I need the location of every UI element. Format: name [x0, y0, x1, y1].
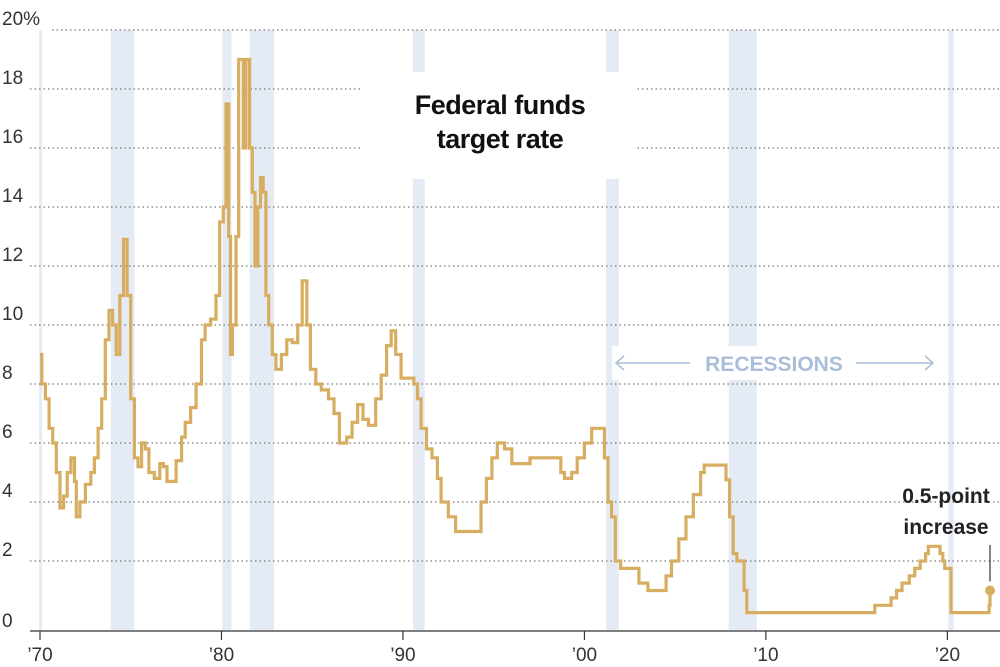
chart-title-line-1: Federal funds: [415, 90, 586, 120]
y-tick-label-14: 14: [2, 186, 24, 207]
recessions-label: RECESSIONS: [705, 353, 843, 376]
rate-line: [40, 57, 992, 615]
annotation-line-2: increase: [903, 516, 988, 539]
recession-bands: [39, 30, 954, 630]
y-tick-label-6: 6: [2, 422, 13, 443]
recession-band-2: [222, 30, 232, 630]
annotation-line-1: 0.5-point: [902, 485, 990, 508]
x-tick-label-1970: ’70: [27, 645, 52, 666]
y-tick-label-18: 18: [2, 68, 23, 89]
y-tick-label-16: 16: [2, 127, 23, 148]
recessions-arrow-left-icon: [614, 355, 625, 371]
gridlines: [30, 29, 1000, 562]
y-tick-label-20: 20%: [2, 9, 40, 30]
recessions-legend: RECESSIONS: [612, 346, 940, 380]
title-backdrop: [362, 72, 637, 179]
x-tick-label-2010: ’10: [753, 645, 778, 666]
x-tick-label-1990: ’90: [390, 645, 415, 666]
y-tick-label-2: 2: [2, 540, 13, 561]
increase-annotation: 0.5-point increase: [902, 485, 996, 596]
y-tick-label-10: 10: [2, 304, 23, 325]
y-tick-label-12: 12: [2, 245, 23, 266]
x-tick-label-1980: ’80: [209, 645, 234, 666]
recessions-arrow-right-icon: [924, 355, 935, 371]
x-tick-label-2000: ’00: [572, 645, 597, 666]
recession-band-1: [110, 30, 135, 630]
y-axis-labels: 0 2 4 6 8 10 12 14 16 18 20%: [2, 9, 40, 632]
x-tick-label-2020: ’20: [935, 645, 960, 666]
recession-band-4: [412, 30, 425, 630]
y-tick-label-0: 0: [2, 611, 13, 632]
y-tick-label-4: 4: [2, 481, 13, 502]
recession-band-0: [39, 30, 43, 630]
y-tick-label-8: 8: [2, 363, 13, 384]
annotation-dot: [985, 585, 996, 596]
rate-series: [40, 57, 992, 615]
recession-band-3: [249, 30, 275, 630]
recession-band-7: [948, 30, 954, 630]
chart-title-line-2: target rate: [437, 124, 564, 154]
x-axis: ’70 ’80 ’90 ’00 ’10 ’20: [27, 630, 1000, 666]
